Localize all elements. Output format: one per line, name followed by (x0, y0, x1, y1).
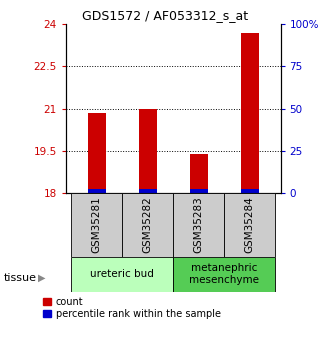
Text: metanephric
mesenchyme: metanephric mesenchyme (189, 264, 259, 285)
Bar (122, 193, 173, 257)
Bar (241, 189, 259, 193)
Bar (173, 193, 224, 257)
Text: GSM35284: GSM35284 (245, 197, 255, 254)
Text: GDS1572 / AF053312_s_at: GDS1572 / AF053312_s_at (82, 9, 248, 22)
Bar (139, 189, 157, 193)
Bar (71, 193, 122, 257)
Legend: count, percentile rank within the sample: count, percentile rank within the sample (43, 297, 220, 319)
Text: GSM35281: GSM35281 (92, 197, 102, 254)
Bar (88, 189, 106, 193)
Text: tissue: tissue (3, 273, 36, 283)
Bar (173, 257, 276, 292)
Text: GSM35282: GSM35282 (143, 197, 153, 254)
Text: ureteric bud: ureteric bud (90, 269, 154, 279)
Text: ▶: ▶ (38, 273, 45, 283)
Bar (190, 154, 208, 193)
Bar (241, 33, 259, 193)
Bar (224, 193, 276, 257)
Bar (88, 113, 106, 193)
Bar (190, 189, 208, 193)
Text: GSM35283: GSM35283 (194, 197, 204, 254)
Bar (71, 257, 173, 292)
Bar (139, 109, 157, 193)
